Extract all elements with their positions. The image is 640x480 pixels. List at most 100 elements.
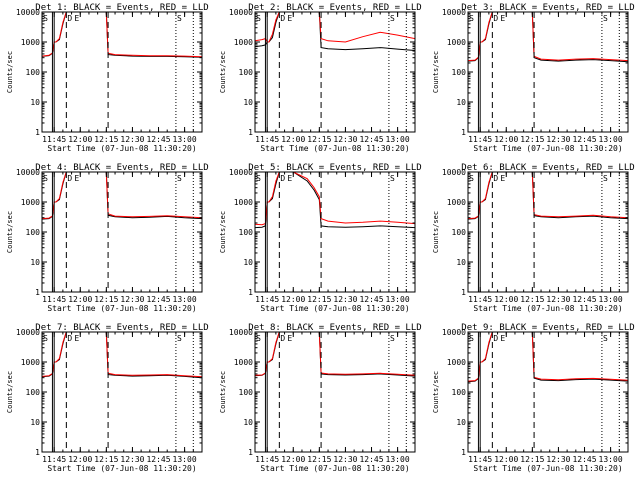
y-tick-label: 1 [248, 288, 253, 297]
event-marker-label: D [280, 174, 285, 183]
x-tick-label: 12:30 [120, 295, 144, 304]
x-tick-label: 12:15 [94, 455, 118, 464]
event-marker-label: S [43, 334, 48, 343]
event-marker-label: D [280, 14, 285, 23]
x-tick-label: 12:45 [146, 135, 170, 144]
x-tick-label: 12:45 [359, 295, 383, 304]
x-tick-label: 12:45 [572, 455, 596, 464]
y-tick-label: 100 [26, 388, 41, 397]
event-marker-label: D [493, 334, 498, 343]
x-tick-label: 12:45 [572, 295, 596, 304]
y-tick-label: 1000 [234, 38, 253, 47]
event-marker-label: D [67, 14, 72, 23]
x-tick-label: 13:00 [599, 135, 623, 144]
x-tick-label: 12:45 [572, 135, 596, 144]
y-axis-title: Counts/sec [6, 211, 14, 253]
y-tick-label: 10000 [16, 8, 40, 17]
event-marker-label: S [469, 334, 474, 343]
y-axis-title: Counts/sec [219, 211, 227, 253]
y-tick-label: 1 [248, 448, 253, 457]
y-tick-label: 10000 [442, 328, 466, 337]
x-tick-label: 11:45 [468, 295, 492, 304]
lld-series-line [255, 332, 415, 376]
y-tick-label: 10 [456, 418, 466, 427]
y-tick-label: 1 [248, 128, 253, 137]
x-tick-label: 11:45 [42, 455, 66, 464]
lld-series-line [255, 12, 415, 43]
y-tick-label: 10 [456, 98, 466, 107]
x-tick-label: 12:30 [546, 455, 570, 464]
y-tick-label: 1000 [21, 38, 40, 47]
lld-series-line [468, 332, 628, 382]
panel-title: Det 4: BLACK = Events, RED = LLD [35, 163, 208, 173]
y-tick-label: 1000 [21, 198, 40, 207]
events-series-line [255, 12, 415, 51]
event-marker-label: E [74, 174, 79, 183]
event-marker-label: D [493, 14, 498, 23]
panel-title: Det 3: BLACK = Events, RED = LLD [461, 3, 634, 13]
x-tick-label: 12:30 [120, 135, 144, 144]
y-tick-label: 100 [239, 388, 254, 397]
event-marker-label: S [603, 174, 608, 183]
x-tick-label: 11:45 [255, 135, 279, 144]
event-marker-label: D [67, 334, 72, 343]
y-tick-label: 10 [456, 258, 466, 267]
x-tick-label: 12:45 [146, 295, 170, 304]
x-tick-label: 12:15 [520, 135, 544, 144]
x-axis-title: Start Time (07-Jun-08 11:30:20) [473, 304, 622, 313]
event-marker-label: E [500, 174, 505, 183]
x-tick-label: 11:45 [255, 295, 279, 304]
x-axis-title: Start Time (07-Jun-08 11:30:20) [260, 304, 409, 313]
y-tick-label: 1000 [234, 358, 253, 367]
x-tick-label: 12:00 [68, 135, 92, 144]
x-tick-label: 12:00 [281, 135, 305, 144]
y-tick-label: 1000 [447, 358, 466, 367]
y-tick-label: 100 [452, 68, 467, 77]
x-tick-label: 11:45 [42, 135, 66, 144]
x-tick-label: 13:00 [386, 455, 410, 464]
y-tick-label: 10000 [229, 8, 253, 17]
x-tick-label: 12:00 [281, 295, 305, 304]
panel-title: Det 8: BLACK = Events, RED = LLD [248, 323, 421, 333]
y-tick-label: 1 [461, 128, 466, 137]
x-tick-label: 11:45 [255, 455, 279, 464]
lld-series-line [42, 172, 202, 220]
y-tick-label: 1 [461, 288, 466, 297]
panel-title: Det 9: BLACK = Events, RED = LLD [461, 323, 634, 333]
x-tick-label: 11:45 [42, 295, 66, 304]
y-tick-label: 100 [452, 228, 467, 237]
x-tick-label: 12:00 [68, 295, 92, 304]
x-tick-label: 12:15 [520, 455, 544, 464]
x-tick-label: 12:15 [307, 135, 331, 144]
x-tick-label: 12:15 [520, 295, 544, 304]
x-tick-label: 13:00 [386, 135, 410, 144]
x-axis-title: Start Time (07-Jun-08 11:30:20) [473, 464, 622, 473]
lld-series-line [42, 332, 202, 378]
event-marker-label: S [390, 334, 395, 343]
x-tick-label: 12:30 [333, 295, 357, 304]
lld-series-line [468, 172, 628, 220]
event-marker-label: E [287, 334, 292, 343]
y-tick-label: 100 [26, 68, 41, 77]
x-tick-label: 12:15 [307, 455, 331, 464]
x-tick-label: 13:00 [173, 135, 197, 144]
lld-series-line [42, 12, 202, 58]
y-axis-title: Counts/sec [432, 371, 440, 413]
x-tick-label: 11:45 [468, 455, 492, 464]
x-tick-label: 12:15 [94, 295, 118, 304]
x-tick-label: 12:00 [494, 455, 518, 464]
x-tick-label: 12:15 [94, 135, 118, 144]
y-tick-label: 1000 [447, 38, 466, 47]
y-tick-label: 10 [30, 98, 40, 107]
y-tick-label: 10000 [16, 168, 40, 177]
y-tick-label: 10000 [442, 8, 466, 17]
x-tick-label: 12:30 [120, 455, 144, 464]
y-tick-label: 1000 [447, 198, 466, 207]
